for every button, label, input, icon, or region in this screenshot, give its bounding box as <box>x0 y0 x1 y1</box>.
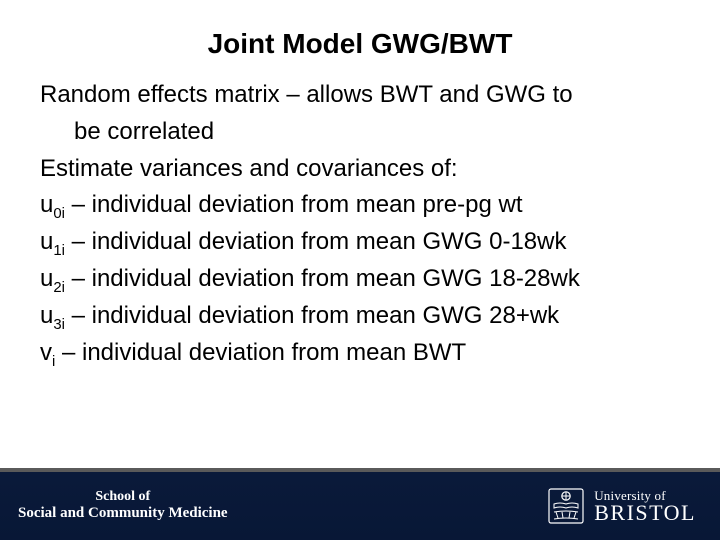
u3-symbol: u <box>40 302 53 329</box>
footer-university: University of BRISTOL <box>548 488 696 524</box>
body-line-u1: u1i – individual deviation from mean GWG… <box>40 225 680 260</box>
slide-title: Joint Model GWG/BWT <box>0 0 720 78</box>
body-line-1a: Random effects matrix – allows BWT and G… <box>40 78 680 113</box>
university-text: University of BRISTOL <box>594 489 696 524</box>
u3-subscript: 3i <box>53 317 65 333</box>
footer-school: School of Social and Community Medicine <box>18 489 228 522</box>
body-line-u0: u0i – individual deviation from mean pre… <box>40 188 680 223</box>
u0-subscript: 0i <box>53 206 65 222</box>
body-line-v: vi – individual deviation from mean BWT <box>40 336 680 371</box>
u1-subscript: 1i <box>53 243 65 259</box>
footer-school-line2: Social and Community Medicine <box>18 505 228 522</box>
slide-body: Random effects matrix – allows BWT and G… <box>0 78 720 370</box>
body-line-2: Estimate variances and covariances of: <box>40 152 680 187</box>
u2-text: – individual deviation from mean GWG 18-… <box>65 265 580 292</box>
u1-symbol: u <box>40 228 53 255</box>
u2-symbol: u <box>40 265 53 292</box>
u1-text: – individual deviation from mean GWG 0-1… <box>65 228 567 255</box>
body-line-u3: u3i – individual deviation from mean GWG… <box>40 299 680 334</box>
footer: School of Social and Community Medicine … <box>0 472 720 540</box>
v-text: – individual deviation from mean BWT <box>55 339 466 366</box>
u0-text: – individual deviation from mean pre-pg … <box>65 191 523 218</box>
u2-subscript: 2i <box>53 280 65 296</box>
slide: Joint Model GWG/BWT Random effects matri… <box>0 0 720 540</box>
u3-text: – individual deviation from mean GWG 28+… <box>65 302 559 329</box>
v-symbol: v <box>40 339 52 366</box>
body-line-1b: be correlated <box>40 115 680 150</box>
footer-school-line1: School of <box>18 489 228 505</box>
university-line2: BRISTOL <box>594 502 696 524</box>
university-crest-icon <box>548 488 584 524</box>
body-line-u2: u2i – individual deviation from mean GWG… <box>40 262 680 297</box>
u0-symbol: u <box>40 191 53 218</box>
